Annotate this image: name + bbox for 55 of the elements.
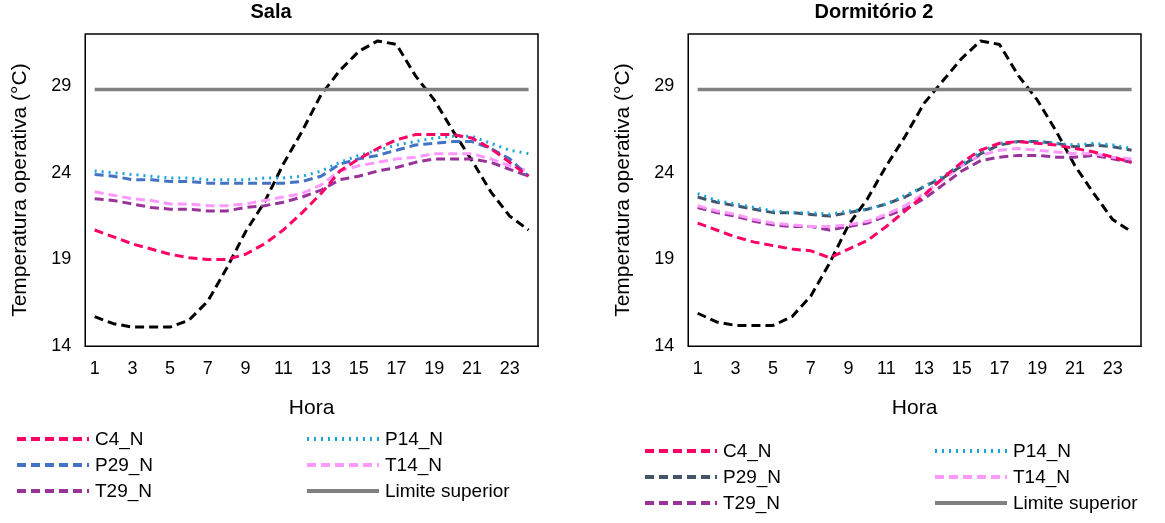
y-tick-label: 24 (51, 161, 72, 182)
x-tick-label: 3 (127, 357, 138, 378)
legend-label: Limite superior (1013, 492, 1138, 514)
x-tick-label: 5 (165, 357, 176, 378)
y-tick-label: 19 (654, 248, 675, 269)
legend-label: C4_N (723, 440, 772, 462)
chart-title: Sala (250, 0, 293, 22)
x-tick-label: 17 (989, 357, 1010, 378)
x-tick-label: 3 (730, 357, 741, 378)
legend-label: P29_N (95, 454, 154, 476)
x-tick-label: 5 (768, 357, 779, 378)
x-tick-label: 9 (240, 357, 251, 378)
y-tick-label: 29 (654, 75, 675, 95)
legend-label: T14_N (1013, 466, 1071, 488)
x-tick-label: 19 (1027, 357, 1048, 378)
x-tick-label: 11 (876, 357, 896, 378)
x-tick-label: 13 (311, 357, 332, 378)
legend-label: P14_N (1013, 440, 1072, 462)
x-axis-title: Hora (891, 395, 938, 419)
x-tick-label: 1 (89, 357, 100, 378)
chart-title: Dormitório 2 (814, 0, 934, 22)
legend-label: T29_N (95, 480, 153, 502)
x-tick-label: 15 (348, 357, 369, 378)
x-tick-label: 21 (1064, 357, 1085, 378)
legend-label: P14_N (385, 428, 444, 450)
x-tick-label: 19 (424, 357, 445, 378)
y-tick-label: 19 (51, 248, 72, 269)
x-tick-label: 11 (273, 357, 293, 378)
legend-label: C4_N (95, 428, 144, 450)
x-tick-label: 15 (951, 357, 972, 378)
line-series (696, 140, 1134, 260)
legend-label: T29_N (723, 492, 781, 514)
y-tick-label: 29 (51, 75, 72, 95)
x-tick-label: 7 (805, 357, 816, 378)
line-series (93, 134, 531, 182)
y-tick-label: 24 (654, 161, 675, 182)
x-tick-label: 23 (499, 357, 520, 378)
x-tick-label: 7 (202, 357, 213, 378)
y-tick-label: 14 (51, 335, 72, 356)
line-series (93, 140, 531, 185)
legend-label: P29_N (723, 466, 782, 488)
line-series (93, 133, 531, 261)
legend-label: Limite superior (385, 480, 510, 502)
x-axis-title: Hora (288, 395, 335, 419)
x-tick-label: 23 (1102, 357, 1123, 378)
y-axis-title: Temperatura operativa (°C) (7, 63, 31, 317)
line-series (93, 39, 531, 329)
x-tick-label: 9 (843, 357, 854, 378)
x-tick-label: 13 (914, 357, 935, 378)
x-tick-label: 21 (461, 357, 482, 378)
x-tick-label: 1 (692, 357, 703, 378)
x-tick-label: 17 (386, 357, 407, 378)
legend-label: T14_N (385, 454, 443, 476)
y-axis-title: Temperatura operativa (°C) (610, 63, 634, 317)
y-tick-label: 14 (654, 335, 675, 356)
